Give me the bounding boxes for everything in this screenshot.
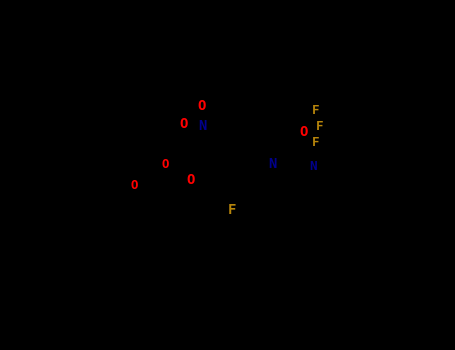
Text: F: F	[312, 136, 319, 149]
Text: F: F	[228, 203, 236, 217]
Text: N: N	[268, 157, 276, 171]
Text: F: F	[312, 104, 319, 117]
Text: F: F	[316, 120, 324, 133]
Text: N: N	[198, 119, 207, 133]
Text: N: N	[309, 160, 317, 173]
Text: O: O	[179, 117, 187, 131]
Text: O: O	[300, 125, 308, 139]
Text: O: O	[161, 158, 168, 171]
Text: O: O	[197, 99, 206, 113]
Text: O: O	[131, 180, 138, 193]
Text: O: O	[186, 174, 194, 188]
